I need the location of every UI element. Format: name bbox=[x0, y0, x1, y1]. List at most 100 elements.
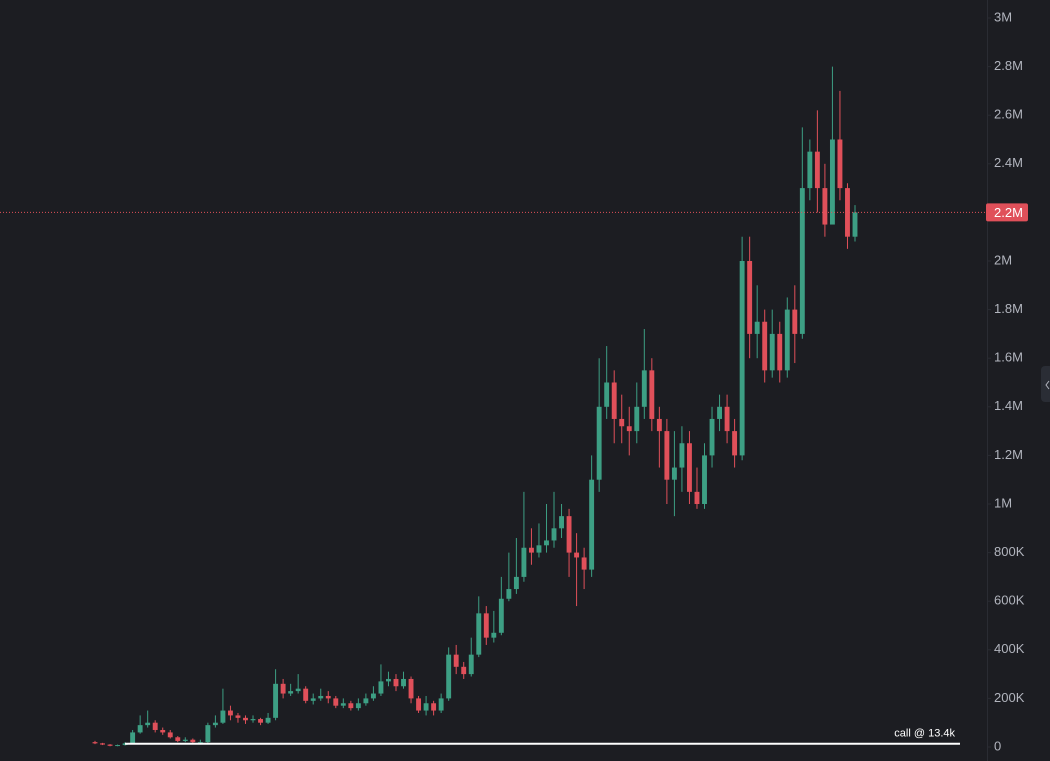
candle-body bbox=[408, 678, 414, 699]
candle-body bbox=[333, 698, 339, 706]
candle-body bbox=[438, 698, 444, 711]
candle-body bbox=[107, 744, 113, 746]
candle-body bbox=[581, 557, 587, 570]
candle-body bbox=[130, 732, 136, 744]
candle-body bbox=[498, 598, 504, 633]
candle-body bbox=[619, 418, 625, 427]
candle-body bbox=[288, 691, 294, 694]
y-tick-label: 1.4M bbox=[994, 398, 1023, 413]
candle-body bbox=[792, 309, 798, 334]
candle-body bbox=[574, 552, 580, 558]
candle-body bbox=[318, 695, 324, 699]
candle-body bbox=[528, 547, 534, 553]
candle-body bbox=[212, 722, 218, 726]
candle-body bbox=[852, 212, 858, 237]
candle-body bbox=[799, 188, 805, 334]
candle-body bbox=[694, 491, 700, 504]
candle-body bbox=[777, 333, 783, 371]
candle-body bbox=[724, 406, 730, 432]
candle-body bbox=[182, 739, 188, 741]
candle-body bbox=[513, 576, 519, 590]
y-tick-label: 1.2M bbox=[994, 447, 1023, 462]
candle-body bbox=[544, 540, 549, 546]
y-tick-label: 200K bbox=[994, 690, 1025, 705]
candle-body bbox=[228, 710, 233, 716]
y-tick-label: 600K bbox=[994, 593, 1025, 608]
candle-body bbox=[732, 431, 738, 456]
candle-body bbox=[664, 431, 670, 480]
candle-body bbox=[784, 309, 790, 371]
candle-body bbox=[589, 479, 595, 570]
candle-body bbox=[145, 722, 151, 726]
candle-body bbox=[100, 743, 105, 745]
candle-body bbox=[280, 683, 286, 694]
candle-body bbox=[160, 729, 166, 733]
y-tick-label: 0 bbox=[994, 738, 1001, 753]
y-tick-label: 400K bbox=[994, 641, 1025, 656]
annotation-label: call @ 13.4k bbox=[894, 728, 955, 740]
candle-body bbox=[845, 188, 850, 237]
candle-body bbox=[461, 666, 467, 675]
candle-body bbox=[483, 613, 489, 638]
candle-body bbox=[814, 151, 820, 189]
candle-body bbox=[243, 717, 248, 721]
y-tick-label: 1.8M bbox=[994, 301, 1023, 316]
y-tick-label: 3M bbox=[994, 9, 1012, 24]
candle-body bbox=[822, 188, 828, 225]
candle-body bbox=[197, 742, 203, 744]
candle-body bbox=[325, 695, 331, 699]
candle-body bbox=[370, 693, 376, 699]
candle-body bbox=[604, 382, 610, 407]
candle-body bbox=[679, 443, 685, 468]
candle-body bbox=[671, 467, 677, 480]
candle-body bbox=[152, 722, 158, 730]
side-panel-toggle[interactable] bbox=[1041, 366, 1050, 402]
y-tick-label: 800K bbox=[994, 544, 1025, 559]
candle-body bbox=[491, 632, 497, 638]
candle-body bbox=[167, 732, 173, 738]
last-price-label: 2.2M bbox=[994, 205, 1023, 220]
candle-body bbox=[431, 703, 437, 711]
candle-body bbox=[386, 678, 391, 682]
y-tick-label: 2.8M bbox=[994, 58, 1023, 73]
candle-body bbox=[837, 139, 843, 189]
candle-body bbox=[250, 719, 256, 721]
candle-body bbox=[641, 370, 647, 407]
candle-body bbox=[295, 688, 301, 692]
candle-body bbox=[137, 725, 143, 733]
y-tick-label: 2.6M bbox=[994, 107, 1023, 122]
y-tick-label: 1.6M bbox=[994, 350, 1023, 365]
candle-body bbox=[536, 545, 542, 553]
candle-body bbox=[717, 406, 722, 419]
candle-body bbox=[596, 406, 602, 480]
candle-body bbox=[476, 613, 482, 655]
candle-body bbox=[205, 725, 211, 743]
candle-body bbox=[310, 698, 316, 701]
candle-body bbox=[115, 745, 121, 747]
candle-body bbox=[634, 406, 640, 432]
y-tick-label: 2M bbox=[994, 252, 1012, 267]
candle-body bbox=[506, 589, 512, 599]
candle-body bbox=[551, 528, 557, 541]
candle-body bbox=[363, 698, 369, 704]
candle-body bbox=[190, 739, 196, 743]
candle-body bbox=[348, 703, 354, 709]
candle-body bbox=[235, 715, 241, 718]
toggle-arrow bbox=[1045, 380, 1050, 390]
candle-body bbox=[702, 455, 707, 504]
candle-body bbox=[521, 547, 527, 577]
candle-body bbox=[446, 654, 452, 699]
candle-body bbox=[649, 370, 655, 419]
candle-body bbox=[378, 681, 384, 694]
candle-body bbox=[566, 516, 572, 553]
candle-body bbox=[416, 698, 422, 711]
candle-body bbox=[747, 261, 753, 334]
candle-body bbox=[559, 516, 564, 529]
candle-body bbox=[265, 717, 271, 723]
y-tick-label: 2.4M bbox=[994, 155, 1023, 170]
candle-body bbox=[303, 688, 309, 701]
candle-body bbox=[220, 710, 226, 723]
